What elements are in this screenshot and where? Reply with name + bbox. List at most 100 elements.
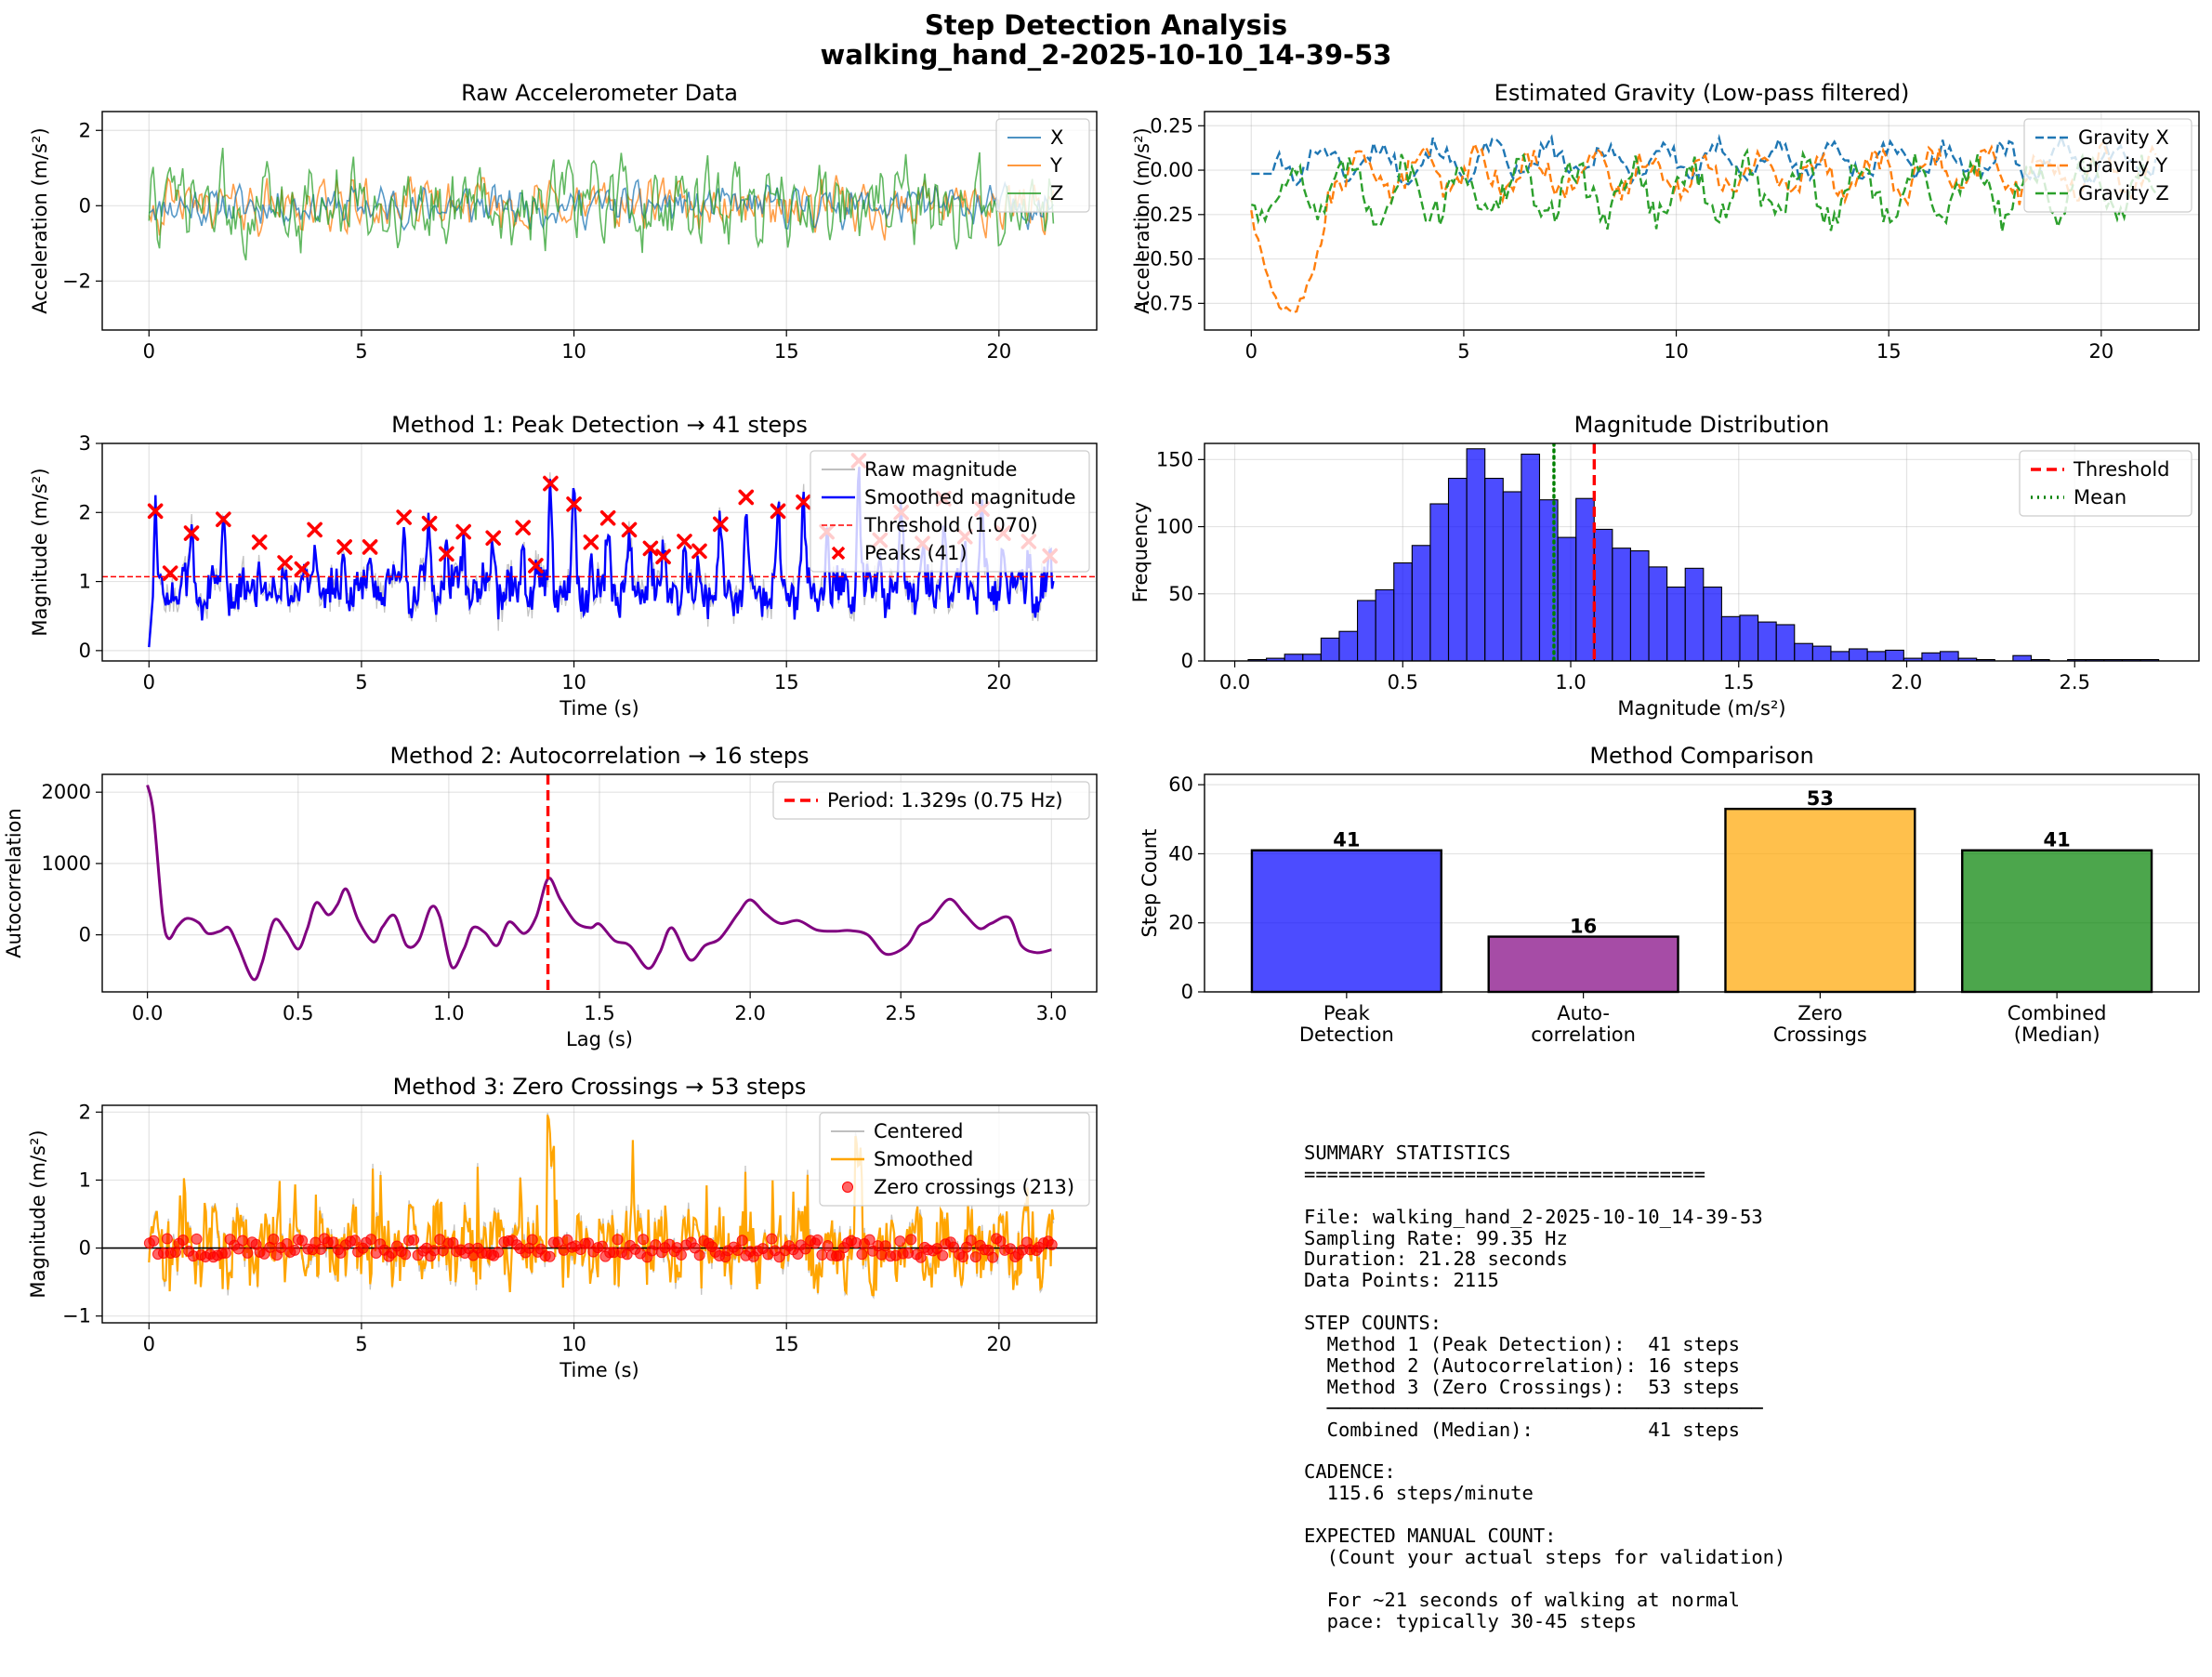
comparison-bar [1961, 849, 2153, 994]
x-tick-label: 20 [2088, 340, 2113, 363]
zero-crossing-point [526, 1234, 538, 1246]
peak-marker [543, 475, 559, 492]
peak-marker [599, 509, 616, 526]
y-tick-label: 0 [1181, 650, 1193, 672]
x-tick-label: correlation [1531, 1023, 1636, 1046]
comparison-bar [1487, 935, 1679, 994]
peak_detection-frame [101, 442, 1098, 662]
peak-marker [621, 522, 638, 538]
legend-box [995, 118, 1090, 213]
peak-marker [421, 515, 438, 532]
legend-box [772, 781, 1090, 820]
x-tick-label: 10 [561, 671, 586, 693]
histogram-bar [1575, 497, 1595, 661]
zero-crossing-point [816, 1248, 828, 1261]
histogram-bar [1739, 614, 1759, 661]
x-tick-label: 1.0 [433, 1002, 464, 1024]
histogram-bar [1502, 491, 1522, 661]
zero_crossings-plot [102, 1113, 1097, 1300]
zero-crossing-point [191, 1233, 203, 1245]
peak-marker [796, 494, 811, 510]
histogram-bar [1758, 621, 1777, 661]
y-tick-label: 0 [79, 194, 91, 217]
x-tick-label: 0 [1245, 340, 1257, 363]
legend-box [2019, 450, 2192, 517]
y-tick-label: 2 [79, 119, 91, 141]
zero-crossing-point [905, 1234, 917, 1246]
histogram-bar [1720, 615, 1741, 661]
zero-crossing-point [1046, 1238, 1058, 1250]
bar-value-label: 16 [1570, 916, 1597, 938]
histogram-bar [1466, 448, 1486, 661]
zero-crossing-point [1005, 1243, 1017, 1255]
y-tick-label: 0 [79, 640, 91, 662]
series-line-gravity-z [1250, 147, 2157, 232]
zero-crossing-point [289, 1244, 301, 1256]
x-tick-label: Zero [1797, 1002, 1842, 1024]
y-tick-label: 2000 [42, 781, 91, 803]
zero-crossing-point [948, 1241, 960, 1253]
autocorrelation-axes: 0.0 0.5 1.0 1.5 2.0 2.5 3.0 0 1000 2000 Method 2: … [3, 743, 1097, 1050]
histogram-bar [1338, 630, 1359, 661]
y-tick-label: 60 [1168, 773, 1193, 796]
x-tick-label: 5 [1457, 340, 1469, 363]
x-tick-label: 3.0 [1036, 1002, 1067, 1024]
y-tick-label: 50 [1168, 583, 1193, 605]
peak_detection-axes: 0 5 10 15 20 0 1 2 3 Method 1: Peak Detection → 4… [29, 412, 1097, 720]
legend-label: Y [1049, 154, 1062, 177]
zero-crossing-point [638, 1234, 650, 1246]
x-tick-label: 20 [986, 671, 1011, 693]
x-tick-label: 5 [355, 340, 367, 363]
zero-crossing-point [693, 1249, 705, 1261]
x-tick-label: Crossings [1773, 1023, 1867, 1046]
zero-crossing-point [994, 1235, 1007, 1248]
summary-line: For ~21 seconds of walking at normal [1304, 1588, 1740, 1611]
series-line-gravity-y [1250, 139, 2157, 313]
x-tick-label: 10 [561, 1333, 586, 1355]
zero-crossing-point [596, 1240, 608, 1252]
y-tick-label: 40 [1168, 842, 1193, 865]
peak-marker [566, 496, 582, 512]
summary-line: (Count your actual steps for validation) [1304, 1545, 1786, 1568]
chart-title: Raw Accelerometer Data [461, 80, 738, 106]
summary-line [1304, 1185, 1785, 1207]
x-tick-label: 1.5 [584, 1002, 614, 1024]
y-tick-label: −2 [62, 270, 91, 292]
histogram-bar [2012, 654, 2033, 661]
series-line-y [148, 175, 1055, 241]
legend-label: Smoothed magnitude [864, 486, 1076, 508]
y-axis-label: Step Count [1139, 829, 1161, 938]
x-tick-label: Peak [1323, 1002, 1371, 1024]
zero-crossing-point [400, 1248, 412, 1261]
zero_crossings-frame [101, 1104, 1098, 1324]
x-tick-label: 0.0 [1219, 671, 1250, 693]
y-tick-label: 20 [1168, 912, 1193, 934]
legend-label: Gravity Z [2078, 182, 2169, 205]
zero-crossing-point [612, 1234, 624, 1246]
histogram-bar [1629, 550, 1650, 661]
autocorrelation-plot [146, 774, 1052, 992]
zero-crossing-point [583, 1237, 595, 1249]
method_comparison-axes: 0 20 40 60 Method Comparison Step Count 41 Peak… [1139, 743, 2199, 1046]
zero-crossing-point [915, 1251, 927, 1263]
legend-label: Period: 1.329s (0.75 Hz) [827, 789, 1063, 812]
histogram-bar [1320, 637, 1340, 661]
raw_accel-plot [148, 147, 1055, 261]
zero-crossing-point [268, 1234, 280, 1246]
series-line-z [148, 147, 1055, 261]
legend-box [819, 1112, 1090, 1207]
x-axis-label: Time (s) [559, 1359, 639, 1381]
histogram-bar [1866, 651, 1887, 661]
peak-marker [691, 543, 707, 560]
x-tick-label: 5 [355, 671, 367, 693]
histogram-bar [1830, 651, 1850, 661]
histogram-bar [1557, 536, 1577, 661]
summary-line [1304, 1291, 1785, 1313]
histogram-bar [1612, 548, 1631, 661]
histogram-bar [1393, 562, 1413, 661]
x-tick-label: 1.0 [1555, 671, 1586, 693]
y-tick-label: −0.75 [1134, 292, 1193, 314]
peak-marker [515, 520, 531, 535]
peak-marker [362, 539, 378, 555]
peak-marker [770, 503, 786, 520]
